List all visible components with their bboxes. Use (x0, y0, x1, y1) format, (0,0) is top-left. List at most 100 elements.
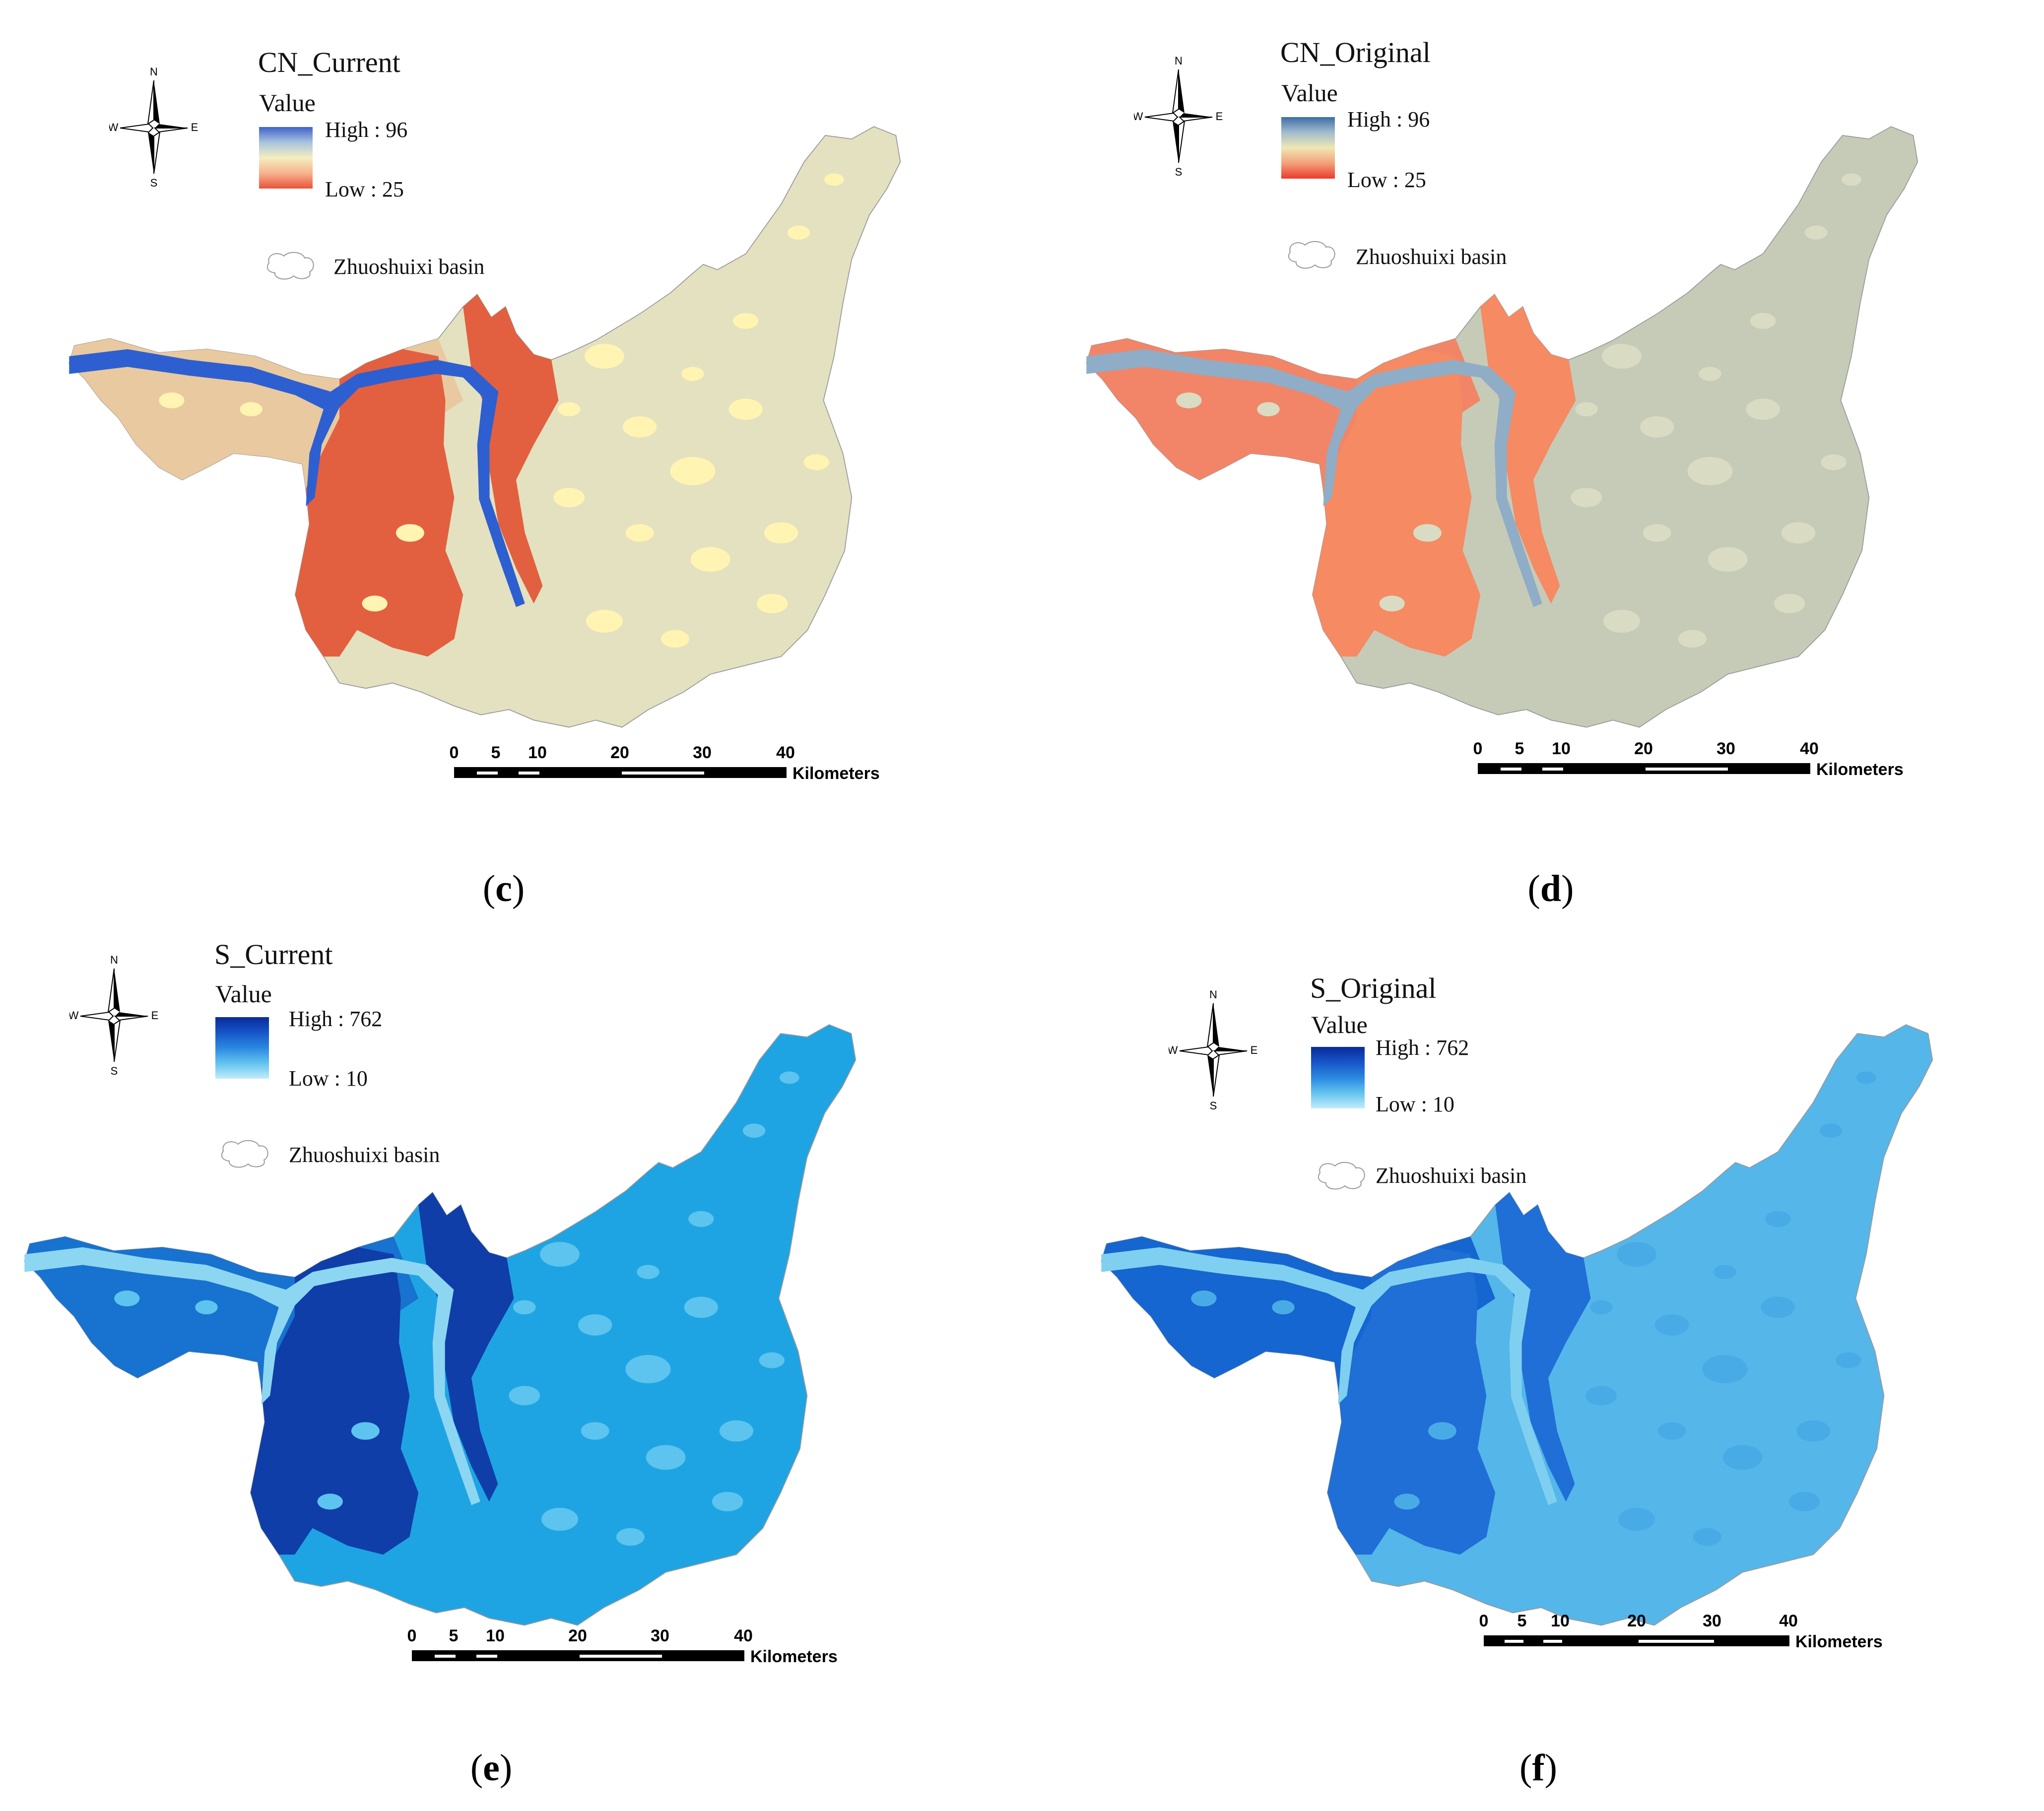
west-label: W (1169, 1044, 1178, 1056)
legend-high-label: High : 762 (289, 1007, 383, 1031)
land-cover-patch (1428, 1422, 1456, 1440)
legend-color-ramp (1311, 1047, 1365, 1108)
scale-tick-label: 30 (1716, 739, 1735, 758)
land-cover-patch (787, 225, 810, 240)
land-cover-patch (1602, 344, 1642, 369)
scale-tick-label: 30 (651, 1626, 669, 1645)
panel-caption: (e) (470, 1747, 513, 1789)
east-label: E (151, 1009, 159, 1022)
panel-f: N S W E S_Original Value High : 762 Low … (1022, 918, 2044, 1811)
river-channel (24, 1247, 480, 1505)
land-cover-patch (625, 1355, 671, 1383)
east-label: E (1216, 110, 1223, 123)
scale-tick-label: 0 (1479, 1612, 1489, 1630)
land-cover-patch (586, 609, 623, 633)
land-cover-patch (759, 1352, 785, 1368)
eastern-valley-zone (1480, 294, 1576, 604)
panel-caption: (d) (1527, 868, 1574, 909)
land-cover-patch (681, 367, 704, 381)
land-cover-patch (1640, 416, 1674, 438)
central-zone (1327, 1247, 1496, 1555)
south-label: S (1210, 1100, 1217, 1111)
north-label: N (110, 954, 118, 966)
land-cover-patch (824, 173, 844, 186)
scale-tick-label: 30 (1703, 1612, 1721, 1630)
land-cover-patch (114, 1290, 140, 1307)
land-cover-patch (1836, 1352, 1861, 1368)
land-cover-patch (688, 1211, 714, 1227)
north-label: N (1175, 55, 1183, 67)
land-cover-patch (1272, 1300, 1295, 1315)
land-cover-patch (1750, 313, 1776, 329)
land-cover-patch (690, 547, 730, 572)
land-cover-patch (712, 1491, 743, 1511)
north-arrow: N S W E (1168, 987, 1258, 1112)
central-zone (1313, 349, 1481, 657)
land-cover-patch (660, 630, 689, 648)
land-cover-patch (1643, 524, 1671, 542)
land-cover-patch (1657, 1422, 1686, 1440)
map-e (24, 1024, 857, 1626)
land-cover-patch (728, 398, 763, 420)
basin-legend-label: Zhuoshuixi basin (1356, 245, 1507, 269)
panel-caption: (c) (482, 868, 525, 909)
scale-tick-label: 5 (491, 743, 501, 762)
east-label: E (1251, 1044, 1258, 1056)
land-cover-patch (1708, 547, 1748, 572)
legend-title: CN_Original (1280, 36, 1431, 68)
legend-color-ramp (259, 127, 313, 189)
north-arrow: N S W E (108, 65, 198, 189)
land-cover-patch (240, 402, 263, 417)
land-cover-patch (637, 1265, 659, 1279)
land-cover-patch (1804, 225, 1828, 240)
central-zone (251, 1247, 419, 1555)
land-cover-patch (1746, 398, 1780, 420)
land-cover-patch (1687, 456, 1733, 485)
east-label: E (191, 121, 198, 133)
legend-low-label: Low : 10 (1376, 1092, 1454, 1116)
land-cover-patch (351, 1422, 380, 1440)
legend-color-ramp (215, 1017, 269, 1079)
scale-tick-label: 40 (776, 743, 795, 762)
land-cover-patch (646, 1445, 686, 1470)
land-cover-patch (1841, 173, 1861, 186)
land-cover-patch (1571, 488, 1602, 508)
basin-legend-label: Zhuoshuixi basin (333, 255, 485, 279)
scale-unit-label: Kilometers (1795, 1632, 1883, 1651)
land-cover-patch (509, 1386, 540, 1406)
land-cover-patch (733, 313, 759, 329)
basin-outline-icon (1288, 241, 1335, 269)
central-zone (295, 349, 463, 657)
land-cover-patch (1765, 1211, 1791, 1227)
map-f (1101, 1024, 1933, 1626)
land-cover-patch (1191, 1290, 1217, 1307)
south-label: S (111, 1065, 118, 1077)
legend-low-label: Low : 10 (289, 1066, 368, 1091)
land-cover-patch (1603, 609, 1641, 633)
land-cover-patch (1617, 1242, 1656, 1267)
land-cover-patch (1590, 1300, 1613, 1315)
panel-caption: (f) (1519, 1747, 1557, 1789)
land-cover-patch (1394, 1493, 1420, 1510)
land-cover-patch (1618, 1507, 1655, 1531)
river-channel (1101, 1247, 1557, 1505)
scale-tick-label: 40 (1800, 739, 1819, 758)
north-arrow: N S W E (1133, 54, 1223, 178)
scale-bar: 0 5 10 20 30 40 Kilometers (407, 1622, 888, 1677)
legend-high-label: High : 96 (325, 118, 408, 142)
land-cover-patch (1585, 1386, 1617, 1406)
river-channel (1086, 349, 1542, 607)
scale-tick-label: 10 (528, 743, 547, 762)
land-cover-patch (1655, 1314, 1689, 1336)
eastern-valley-zone (418, 1192, 514, 1502)
scale-tick-label: 10 (1552, 739, 1571, 758)
land-cover-patch (1761, 1296, 1795, 1318)
land-cover-patch (1699, 367, 1721, 381)
legend-color-ramp (1281, 117, 1335, 179)
basin-legend-label: Zhuoshuixi basin (289, 1143, 440, 1167)
land-cover-patch (1257, 402, 1280, 417)
north-label: N (1209, 988, 1217, 1001)
land-cover-patch (1702, 1355, 1748, 1383)
basin-map-layer (1101, 1024, 1933, 1626)
land-cover-patch (578, 1314, 612, 1336)
